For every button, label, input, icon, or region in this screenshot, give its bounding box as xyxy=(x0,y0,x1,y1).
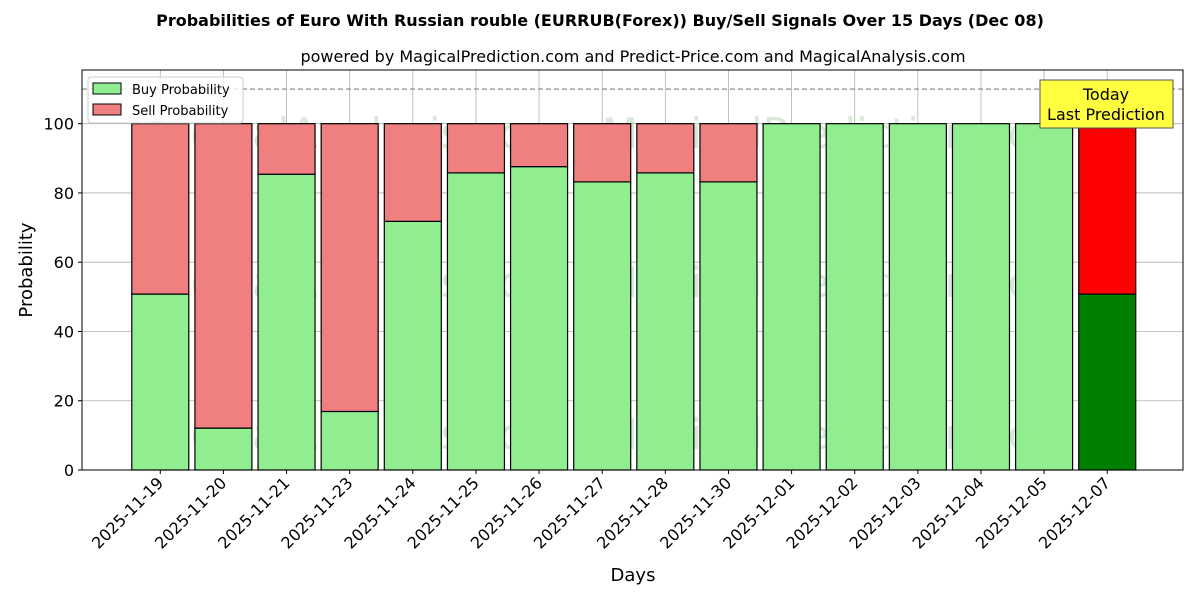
sell-bar xyxy=(320,123,379,413)
y-tick-label: 20 xyxy=(54,392,74,411)
buy-bar xyxy=(1015,123,1074,471)
buy-bar xyxy=(762,123,821,471)
sell-bar xyxy=(194,123,253,429)
sell-bar xyxy=(383,123,442,222)
y-tick-label: 0 xyxy=(64,461,74,480)
buy-bar xyxy=(573,181,632,471)
y-tick-label: 80 xyxy=(54,184,74,203)
chart-title: Probabilities of Euro With Russian roubl… xyxy=(156,11,1044,30)
sell-bar xyxy=(446,123,506,174)
buy-bar xyxy=(1078,293,1137,471)
buy-bar xyxy=(383,220,442,471)
buy-bar xyxy=(888,123,947,471)
sell-bar xyxy=(131,123,190,295)
buy-bar xyxy=(636,172,695,471)
sell-bar xyxy=(699,123,758,183)
sell-bar xyxy=(636,123,695,174)
buy-bar xyxy=(446,172,506,471)
sell-bar xyxy=(573,123,632,183)
y-tick-label: 100 xyxy=(43,115,74,134)
sell-bar xyxy=(257,123,316,175)
buy-bar xyxy=(951,123,1011,471)
buy-bar xyxy=(825,123,884,471)
y-tick-label: 40 xyxy=(54,322,74,341)
today-annotation-line1: Today xyxy=(1082,85,1129,104)
chart-subtitle: powered by MagicalPrediction.com and Pre… xyxy=(300,47,965,66)
buy-bar xyxy=(194,427,253,471)
y-axis-label: Probability xyxy=(16,222,37,317)
legend-label-buy: Buy Probability xyxy=(132,83,230,98)
buy-bar xyxy=(131,293,190,471)
buy-bar xyxy=(509,166,569,471)
plot-frame xyxy=(81,69,1184,471)
legend-swatch-sell xyxy=(92,103,122,116)
legend-label-sell: Sell Probability xyxy=(132,104,229,119)
sell-bar xyxy=(509,123,569,168)
y-tick-label: 60 xyxy=(54,253,74,272)
today-annotation-box xyxy=(1039,79,1174,129)
buy-bar xyxy=(320,410,379,471)
buy-bar xyxy=(257,173,316,471)
sell-bar xyxy=(1078,123,1137,295)
legend-swatch-buy xyxy=(92,82,122,95)
legend-box xyxy=(87,76,244,124)
today-annotation-line2: Last Prediction xyxy=(1047,105,1165,124)
x-axis-label: Days xyxy=(611,565,656,586)
buy-bar xyxy=(699,181,758,471)
